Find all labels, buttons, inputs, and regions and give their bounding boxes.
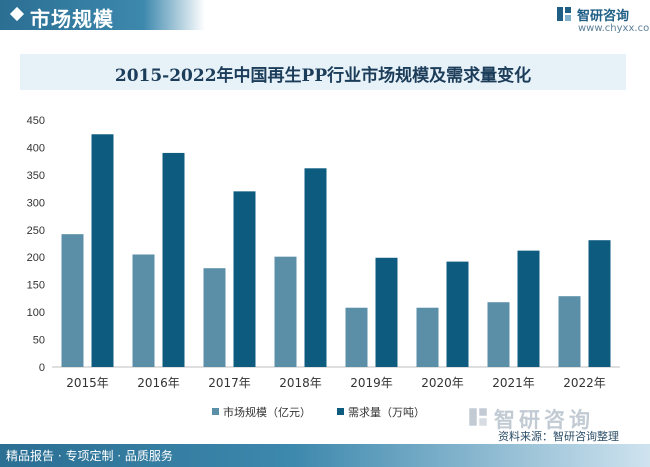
bar-series1 [558,296,581,367]
x-tick-label: 2015年 [66,376,109,390]
bar-series1 [274,256,297,367]
watermark-logo-icon [469,408,487,426]
legend-swatch [212,408,219,415]
brand-url: www.chyxx.com [578,23,650,34]
bar-series1 [416,307,439,367]
brand-block: 智研咨询 www.chyxx.com [556,4,650,38]
bar-series2 [446,261,469,367]
y-tick-label: 400 [27,142,45,154]
legend-label: 需求量（万吨） [348,406,425,419]
bar-series1 [61,234,84,367]
watermark-text: 智研咨询 [494,408,594,432]
y-tick-label: 350 [27,170,45,182]
legend-swatch [337,408,344,415]
x-tick-label: 2020年 [421,376,464,390]
chart-title: 2015-2022年中国再生PP行业市场规模及需求量变化 [114,66,532,86]
bar-series2 [91,134,114,367]
bar-series1 [487,302,510,367]
source-note: 资料来源：智研咨询整理 [498,430,619,443]
x-tick-label: 2018年 [279,376,322,390]
bar-series1 [203,268,226,367]
x-tick-label: 2022年 [563,376,606,390]
y-tick-label: 300 [27,197,45,209]
y-tick-label: 450 [27,115,45,127]
x-tick-label: 2019年 [350,376,393,390]
section-header: 市场规模 [0,0,205,31]
bar-series2 [233,191,256,367]
brand-name: 智研咨询 [577,9,630,24]
y-tick-label: 250 [27,225,45,237]
legend-label: 市场规模（亿元） [223,405,311,419]
x-tick-label: 2017年 [208,376,251,390]
y-tick-label: 0 [39,362,45,374]
bar-series1 [132,254,155,367]
section-title: 市场规模 [30,7,114,31]
y-tick-label: 100 [27,307,45,319]
footer-bar: 精品报告 · 专项定制 · 品质服务 [0,444,650,467]
bar-series2 [304,168,327,367]
y-tick-label: 150 [27,280,45,292]
x-tick-label: 2016年 [137,376,180,390]
bar-series1 [345,307,368,367]
bar-series2 [375,257,398,367]
bar-series2 [162,152,185,367]
bar-chart: 0 50 100 150 200 250 300 350 400 450 2015年 2016年 201… [27,115,620,419]
y-tick-label: 50 [33,335,45,347]
chart-title-band: 2015-2022年中国再生PP行业市场规模及需求量变化 [20,54,626,90]
bar-series2 [517,250,540,367]
y-tick-label: 200 [27,252,45,264]
bar-series2 [588,240,611,367]
footer-slogan: 精品报告 · 专项定制 · 品质服务 [6,449,173,463]
x-tick-label: 2021年 [492,376,535,390]
zhiyan-logo-icon [557,7,571,21]
